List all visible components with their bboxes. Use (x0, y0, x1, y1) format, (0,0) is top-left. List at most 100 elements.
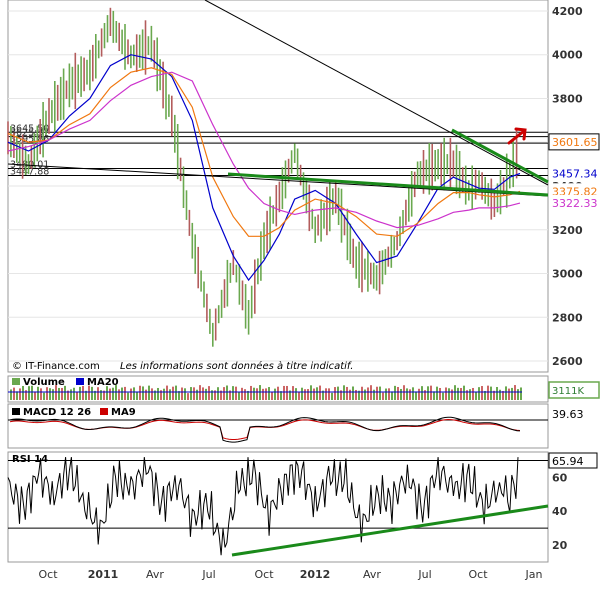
volume-bar (10, 389, 12, 400)
long-resistance-line (204, 0, 549, 186)
volume-bar (109, 388, 111, 400)
volume-bar (148, 385, 150, 400)
volume-bar (283, 385, 285, 400)
x-tick-label: Oct (38, 568, 58, 581)
volume-bar (472, 387, 474, 400)
long-support-line (7, 163, 549, 197)
volume-bar (343, 385, 345, 400)
volume-bar (52, 389, 54, 400)
volume-bar (262, 388, 264, 400)
x-tick-label: Jan (525, 568, 543, 581)
volume-bar (475, 391, 477, 400)
volume-bar (328, 388, 330, 400)
x-axis: Oct 2011 Avr Jul Oct 2012 Avr Jul Oct Jan (38, 568, 542, 581)
volume-bar (331, 392, 333, 400)
price-level-label: 3625.37 (10, 128, 49, 139)
volume-bar (277, 386, 279, 400)
volume-bar (508, 388, 510, 400)
volume-bar (385, 388, 387, 400)
volume-bar (424, 390, 426, 400)
volume-bar (133, 387, 135, 400)
volume-bar (127, 392, 129, 400)
volume-bar (361, 386, 363, 400)
volume-bar (178, 391, 180, 400)
volume-bar (415, 391, 417, 400)
rsi-legend-label: RSI 14 (12, 454, 48, 465)
volume-bar (160, 390, 162, 400)
price-value-box (548, 133, 600, 151)
volume-bar (100, 390, 102, 400)
volume-bar (397, 386, 399, 400)
x-tick-label: 2011 (88, 568, 119, 581)
volume-bar (433, 391, 435, 400)
volume-bar (298, 391, 300, 400)
volume-bar (193, 387, 195, 400)
volume-bar (145, 389, 147, 400)
macd-ma-legend-swatch (100, 408, 108, 415)
volume-bar (106, 386, 108, 400)
price-tick-label: 2600 (552, 355, 583, 368)
price-ma-line (7, 71, 521, 229)
volume-bar (481, 386, 483, 400)
green-resistance-line (451, 128, 549, 184)
volume-bar (28, 386, 30, 400)
volume-bar (73, 387, 75, 400)
volume-bar (136, 391, 138, 400)
price-value-label: 3322.33 (552, 197, 598, 210)
volume-bar (493, 390, 495, 400)
volume-bar (337, 386, 339, 400)
volume-bar (370, 385, 372, 400)
volume-bar (367, 387, 369, 400)
volume-bar (286, 385, 288, 400)
volume-bar (463, 385, 465, 400)
volume-bar (97, 387, 99, 400)
volume-bar (442, 392, 444, 400)
rsi-axis: 20 40 60 (552, 471, 568, 552)
volume-bar (406, 388, 408, 400)
volume-bar (220, 390, 222, 400)
volume-bar (154, 390, 156, 400)
volume-ma-legend-label: MA20 (87, 377, 119, 388)
volume-bar (58, 387, 60, 400)
volume-bar (418, 388, 420, 400)
rsi-value-label: 65.94 (552, 455, 584, 468)
volume-bar (184, 388, 186, 400)
x-tick-label: Avr (363, 568, 381, 581)
volume-bar (202, 387, 204, 400)
volume-bar (469, 389, 471, 400)
x-tick-label: Oct (468, 568, 488, 581)
x-tick-label: Jul (417, 568, 431, 581)
volume-bar (37, 386, 39, 400)
price-series (7, 7, 521, 347)
volume-bar (244, 389, 246, 400)
volume-bar (82, 385, 84, 400)
volume-bar (502, 391, 504, 400)
price-level-label: 3595.86 (10, 134, 49, 145)
volume-bar (445, 387, 447, 400)
volume-bar (268, 387, 270, 400)
volume-bar (115, 385, 117, 400)
macd-ma-legend-label: MA9 (111, 407, 136, 418)
volume-bar (304, 389, 306, 400)
rsi-level-lines (8, 459, 548, 529)
macd-value-label: 39.63 (552, 408, 584, 421)
volume-bar (259, 385, 261, 400)
volume-bar (157, 387, 159, 400)
volume-bar (61, 387, 63, 400)
volume-bar (334, 387, 336, 400)
volume-bar (394, 385, 396, 400)
volume-ma-legend-swatch (76, 378, 84, 385)
volume-bar (85, 390, 87, 400)
volume-bar (121, 387, 123, 400)
volume-bar (319, 385, 321, 400)
volume-legend-label: Volume (23, 377, 65, 388)
volume-bar (280, 391, 282, 400)
volume-bar (520, 387, 522, 400)
volume-value-label: 3111K (552, 386, 584, 397)
volume-bar (382, 392, 384, 400)
volume-bar (112, 387, 114, 400)
volume-bar (169, 389, 171, 400)
rsi-line (7, 457, 519, 556)
price-tick-label: 3000 (552, 268, 583, 281)
